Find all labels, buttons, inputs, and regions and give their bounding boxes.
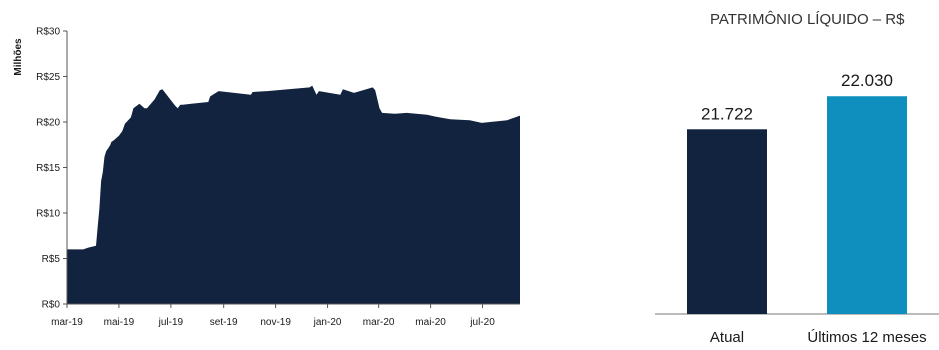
net-worth-area xyxy=(67,85,520,304)
x-tick-label: set-19 xyxy=(210,317,238,328)
x-tick-label: jan-20 xyxy=(313,317,342,328)
x-tick-label: mai-20 xyxy=(415,317,446,328)
y-tick-label: R$15 xyxy=(36,163,60,174)
bar xyxy=(827,96,907,315)
net-worth-history-chart: Milhões R$0 R$5 R$10 R$15 R$20 R$25 R$30 mar-1… xyxy=(13,27,520,328)
y-axis-label: Milhões xyxy=(13,38,24,76)
y-tick-label: R$0 xyxy=(42,300,61,311)
y-tick-label: R$30 xyxy=(36,27,60,38)
y-tick-label: R$5 xyxy=(42,254,61,265)
x-tick-label: nov-19 xyxy=(260,317,291,328)
bar-value-label: 22.030 xyxy=(841,71,893,90)
y-tick-label: R$10 xyxy=(36,209,60,220)
y-tick-label: R$25 xyxy=(36,72,60,83)
bar-category-label: Atual xyxy=(710,329,744,346)
bar xyxy=(687,129,767,314)
bar-category-label: Últimos 12 meses xyxy=(807,329,926,346)
x-tick-label: jul-20 xyxy=(469,317,495,328)
x-tick-label: mar-20 xyxy=(363,317,395,328)
x-tick-label: jul-19 xyxy=(158,317,184,328)
bar-value-label: 21.722 xyxy=(701,104,753,123)
y-tick-label: R$20 xyxy=(36,118,60,129)
x-tick-label: mar-19 xyxy=(51,317,83,328)
bar-chart-title: PATRIMÔNIO LÍQUIDO – R$ xyxy=(710,11,905,28)
net-worth-bar-chart: PATRIMÔNIO LÍQUIDO – R$ 21.722 Atual 22.03… xyxy=(655,11,939,346)
x-tick-label: mai-19 xyxy=(104,317,135,328)
